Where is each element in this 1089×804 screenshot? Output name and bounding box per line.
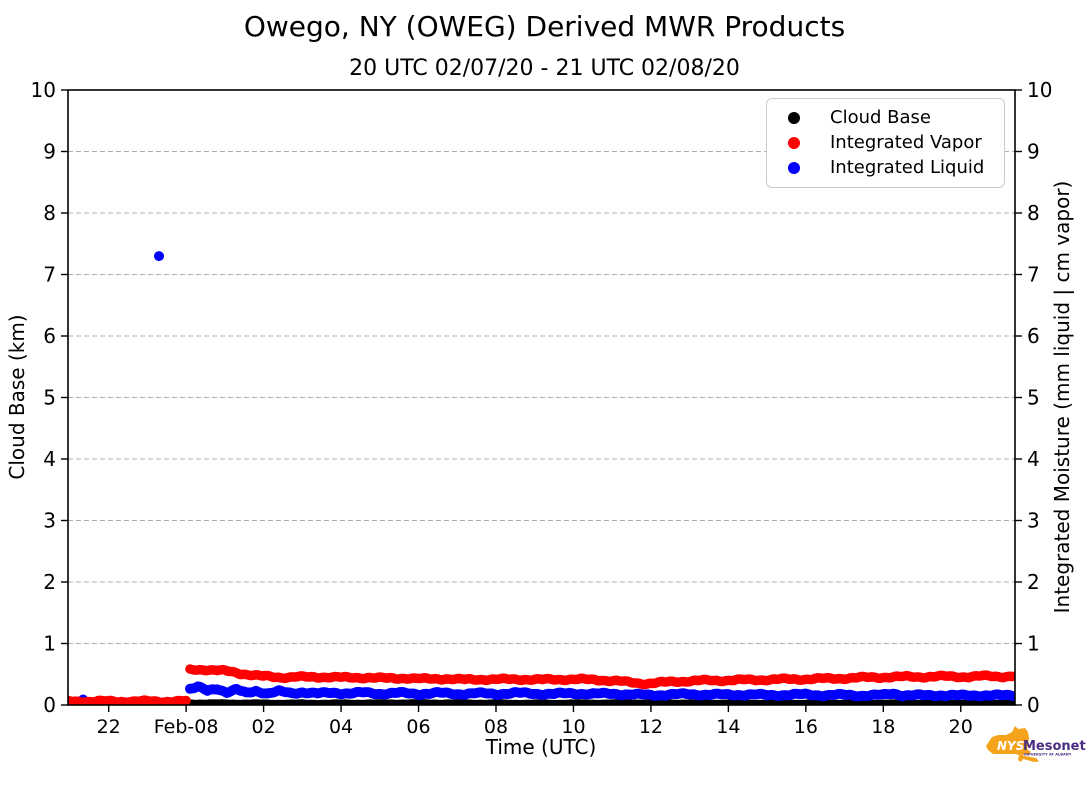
series-cloud-base bbox=[182, 699, 1015, 705]
y-tick-label-left: 9 bbox=[43, 140, 56, 164]
y-tick-label-left: 1 bbox=[43, 632, 56, 656]
y-tick-label-left: 5 bbox=[43, 386, 56, 410]
legend-item-integrated-vapor: Integrated Vapor bbox=[788, 131, 1004, 153]
y-axis-label-left: Cloud Base (km) bbox=[5, 314, 29, 480]
legend-marker-integrated-liquid-icon bbox=[788, 161, 800, 174]
x-tick-label: 14 bbox=[716, 716, 740, 738]
legend-marker-integrated-vapor-icon bbox=[788, 136, 800, 149]
x-tick-label: 18 bbox=[871, 716, 895, 738]
legend-marker-cloud-base-icon bbox=[788, 112, 800, 125]
ny-state-icon bbox=[986, 726, 1039, 762]
legend-label-integrated-vapor: Integrated Vapor bbox=[830, 131, 982, 153]
y-axis-label-right: Integrated Moisture (mm liquid | cm vapo… bbox=[1050, 180, 1074, 614]
x-tick-label: 20 bbox=[949, 716, 973, 738]
chart-subtitle: 20 UTC 02/07/20 - 21 UTC 02/08/20 bbox=[349, 56, 740, 81]
x-tick-label: 12 bbox=[639, 716, 663, 738]
legend-label-integrated-liquid: Integrated Liquid bbox=[830, 156, 985, 178]
logo-mesonet-text: Mesonet bbox=[1023, 739, 1086, 754]
y-tick-label-right: 2 bbox=[1027, 570, 1040, 594]
series-integrated-vapor bbox=[68, 664, 1015, 705]
y-tick-label-left: 0 bbox=[43, 693, 56, 717]
y-tick-label-left: 2 bbox=[43, 570, 56, 594]
y-tick-label-right: 1 bbox=[1027, 632, 1040, 656]
legend: Cloud Base Integrated Vapor Integrated L… bbox=[766, 98, 1005, 188]
logo-university-subtext: UNIVERSITY AT ALBANY bbox=[1024, 753, 1072, 757]
x-tick-label: 06 bbox=[406, 716, 430, 738]
y-tick-label-right: 0 bbox=[1027, 693, 1040, 717]
y-tick-label-right: 5 bbox=[1027, 386, 1040, 410]
x-tick-label: 04 bbox=[329, 716, 353, 738]
y-tick-label-right: 9 bbox=[1027, 140, 1040, 164]
y-tick-label-right: 4 bbox=[1027, 447, 1040, 471]
y-tick-label-left: 3 bbox=[43, 509, 56, 533]
logo-nys-text: NYS bbox=[997, 739, 1024, 753]
series-integrated-liquid bbox=[78, 251, 1015, 705]
y-tick-label-right: 6 bbox=[1027, 324, 1040, 348]
y-tick-label-left: 7 bbox=[43, 263, 56, 287]
chart-title: Owego, NY (OWEG) Derived MWR Products bbox=[243, 10, 846, 43]
y-tick-label-left: 4 bbox=[43, 447, 56, 471]
x-tick-label: 08 bbox=[484, 716, 508, 738]
y-tick-label-left: 10 bbox=[31, 78, 56, 102]
y-tick-label-right: 7 bbox=[1027, 263, 1040, 287]
y-tick-label-right: 8 bbox=[1027, 201, 1040, 225]
legend-label-cloud-base: Cloud Base bbox=[830, 107, 931, 129]
nys-mesonet-logo: NYS Mesonet UNIVERSITY AT ALBANY bbox=[986, 726, 1086, 762]
x-tick-label: 22 bbox=[97, 716, 121, 738]
y-tick-label-left: 8 bbox=[43, 201, 56, 225]
y-tick-label-right: 10 bbox=[1027, 78, 1052, 102]
y-tick-label-right: 3 bbox=[1027, 509, 1040, 533]
x-axis-label: Time (UTC) bbox=[485, 735, 597, 759]
x-tick-label: 10 bbox=[561, 716, 585, 738]
x-tick-label: 16 bbox=[794, 716, 818, 738]
x-tick-label: Feb-08 bbox=[154, 716, 219, 738]
legend-item-cloud-base: Cloud Base bbox=[788, 109, 1004, 127]
y-tick-label-left: 6 bbox=[43, 324, 56, 348]
legend-item-integrated-liquid: Integrated Liquid bbox=[788, 156, 1004, 178]
x-tick-label: 02 bbox=[252, 716, 276, 738]
